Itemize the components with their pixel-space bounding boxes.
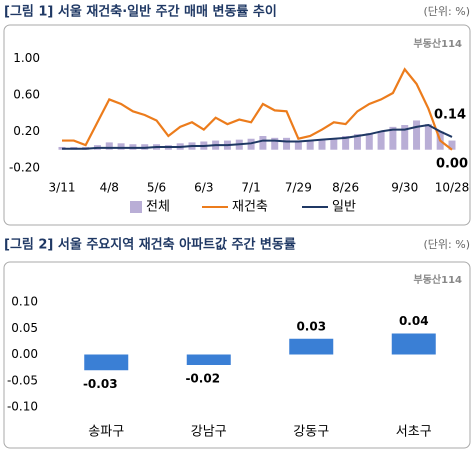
x-tick-label: 10/28	[435, 181, 470, 195]
line	[62, 67, 453, 151]
bar	[365, 133, 373, 150]
bar	[84, 354, 129, 371]
bar	[259, 136, 267, 150]
x-tick-label: 9/30	[391, 181, 418, 195]
x-tick-label: 5/6	[147, 181, 166, 195]
x-tick-label: 송파구	[88, 425, 124, 440]
legend-label: 전체	[146, 200, 170, 215]
x-tick-label: 서초구	[396, 425, 432, 440]
bar	[330, 138, 338, 150]
y-tick-label: 0.10	[11, 295, 38, 309]
y-tick-label: 0.20	[13, 124, 40, 138]
data-label: -0.02	[185, 372, 220, 386]
bar	[271, 137, 279, 150]
legend-label: 재건축	[232, 200, 268, 215]
y-tick-label: 0.60	[13, 87, 40, 101]
chart-title: [그림 2] 서울 주요지역 재건축 아파트값 주간 변동률	[4, 237, 296, 253]
logo: 부동산114	[414, 273, 463, 286]
bar	[283, 137, 291, 150]
bar	[105, 142, 113, 150]
x-tick-label: 7/29	[285, 181, 312, 195]
x-tick-label: 7/1	[241, 181, 260, 195]
y-tick-label: -0.20	[9, 161, 40, 175]
x-tick-label: 6/3	[194, 181, 213, 195]
y-tick-label: -0.05	[7, 373, 38, 387]
bar	[306, 140, 314, 150]
bar	[377, 131, 385, 150]
bar	[391, 333, 436, 355]
panel	[3, 261, 471, 449]
bar	[186, 354, 231, 365]
bar	[117, 143, 125, 150]
line	[62, 123, 453, 150]
data-label: -0.03	[83, 377, 118, 391]
x-tick-label: 8/26	[332, 181, 359, 195]
bar	[289, 338, 334, 355]
data-label: 0.14	[434, 107, 466, 122]
bar	[294, 141, 302, 150]
legend-label: 일반	[332, 200, 356, 215]
data-label: 0.04	[399, 314, 429, 328]
y-tick-label: 1.00	[13, 51, 40, 65]
logo: 부동산114	[414, 37, 463, 50]
panel	[3, 24, 471, 226]
bar	[318, 139, 326, 150]
unit-label: (단위: %)	[424, 5, 470, 18]
unit-label: (단위: %)	[424, 238, 470, 251]
x-tick-label: 3/11	[49, 181, 76, 195]
bar	[401, 125, 409, 150]
bar	[342, 136, 350, 150]
x-tick-label: 강동구	[293, 425, 329, 440]
chart-title: [그림 1] 서울 재건축·일반 주간 매매 변동률 추이	[4, 4, 277, 20]
y-tick-label: 0.05	[11, 321, 38, 335]
data-label: 0.00	[436, 157, 468, 172]
y-tick-label: 0.00	[11, 347, 38, 361]
legend-swatch	[130, 201, 142, 213]
bar	[424, 124, 432, 150]
y-tick-label: -0.10	[7, 400, 38, 414]
bar	[353, 134, 361, 150]
bar	[389, 126, 397, 150]
bar	[413, 120, 421, 150]
x-tick-label: 4/8	[100, 181, 119, 195]
bar	[448, 140, 456, 150]
x-tick-label: 강남구	[191, 425, 227, 440]
data-label: 0.03	[296, 319, 326, 333]
